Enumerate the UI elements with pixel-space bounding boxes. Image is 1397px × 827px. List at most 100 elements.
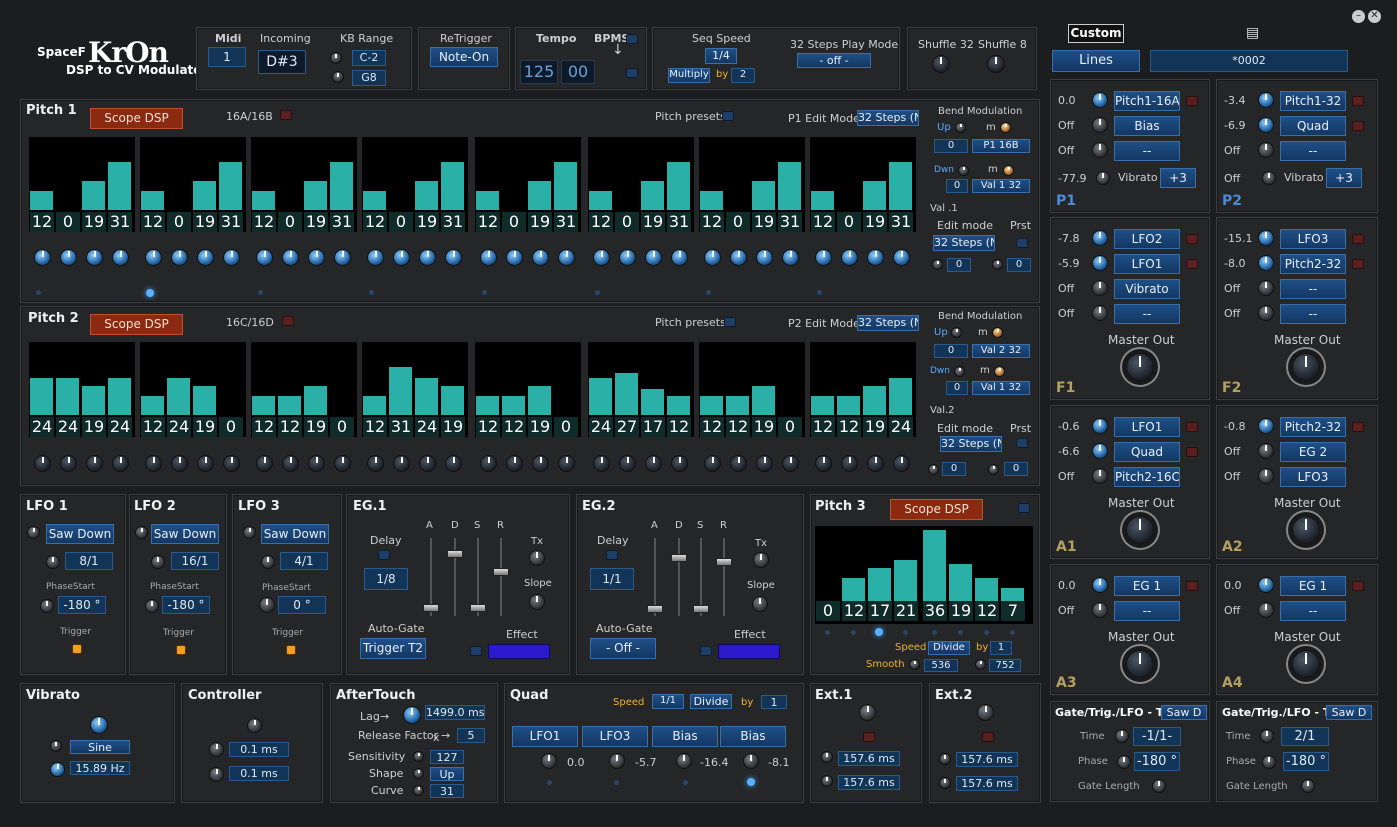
p1-vibrato-knob[interactable]: [1096, 171, 1110, 185]
a2-row-knob[interactable]: [1258, 418, 1274, 434]
pitch1-step-bar[interactable]: [476, 191, 499, 210]
pitch2-step-bar[interactable]: [476, 396, 499, 415]
pitch1-step-knob[interactable]: [506, 249, 523, 266]
gt2-phase-knob[interactable]: [1262, 755, 1276, 769]
pitch1-step-knob[interactable]: [730, 249, 747, 266]
pitch1-step-value[interactable]: 31: [441, 212, 465, 232]
pitch1-up-target[interactable]: P1 16B: [972, 139, 1030, 153]
p1-vibrato-amount[interactable]: +3: [1160, 168, 1196, 188]
p1-row-target[interactable]: Bias: [1114, 116, 1180, 136]
p2-row-knob[interactable]: [1258, 92, 1274, 108]
pitch2-step-value[interactable]: 27: [615, 417, 639, 437]
eg1-slope-knob[interactable]: [529, 594, 545, 610]
pitch2-step-value[interactable]: 19: [863, 417, 887, 437]
pitch2-step-bar[interactable]: [863, 386, 886, 415]
copy-icon[interactable]: ▤: [1246, 25, 1260, 41]
pitch2-v2[interactable]: 0: [1004, 462, 1028, 476]
a4-row-target[interactable]: --: [1280, 601, 1346, 621]
pitch1-step-value[interactable]: 19: [752, 212, 776, 232]
pitch1-up-value[interactable]: 0: [934, 139, 968, 153]
pitch3-smooth2[interactable]: 752: [989, 659, 1021, 672]
pitch1-step-value[interactable]: 19: [863, 212, 887, 232]
pitch1-step-knob[interactable]: [112, 249, 129, 266]
pitch1-step-value[interactable]: 31: [330, 212, 354, 232]
pitch2-dwn-value[interactable]: 0: [946, 381, 968, 395]
pitch1-step-knob[interactable]: [419, 249, 436, 266]
pitch1-step-knob[interactable]: [841, 249, 858, 266]
pitch1-step-value[interactable]: 19: [528, 212, 552, 232]
pitch2-step-bar[interactable]: [167, 378, 190, 415]
gt2-time[interactable]: 2/1: [1281, 727, 1329, 746]
p1-row-target[interactable]: Pitch1-16A: [1114, 91, 1180, 111]
pitch1-step-bar[interactable]: [82, 181, 105, 210]
aftertouch-lag[interactable]: 1499.0 ms: [425, 705, 485, 720]
pitch1-step-value[interactable]: 0: [726, 212, 750, 232]
pitch1-step-value[interactable]: 0: [167, 212, 191, 232]
pitch2-step-knob[interactable]: [223, 455, 240, 472]
f2-row-knob[interactable]: [1258, 255, 1274, 271]
pitch2-step-value[interactable]: 19: [441, 417, 465, 437]
pitch1-step-knob[interactable]: [619, 249, 636, 266]
pitch1-step-value[interactable]: 31: [108, 212, 132, 232]
pitch3-step-value[interactable]: 0: [816, 601, 840, 621]
pitch3-step-value[interactable]: 36: [923, 601, 947, 621]
pitch2-step-knob[interactable]: [34, 455, 51, 472]
pitch2-step-knob[interactable]: [282, 455, 299, 472]
eg2-autogate[interactable]: - Off -: [590, 638, 656, 659]
pitch1-step-knob[interactable]: [282, 249, 299, 266]
pitch2-step-knob[interactable]: [171, 455, 188, 472]
gt2-wave[interactable]: Saw D: [1326, 705, 1372, 720]
pitch1-dwn-target[interactable]: Val 1 32: [972, 179, 1030, 193]
quad-knob-4[interactable]: [743, 753, 759, 769]
f2-master-knob[interactable]: [1292, 353, 1320, 381]
quad-by[interactable]: 1: [761, 695, 787, 709]
f1-row-knob[interactable]: [1092, 305, 1108, 321]
eg2-slope-knob[interactable]: [752, 596, 768, 612]
pitch2-step-value[interactable]: 24: [108, 417, 132, 437]
a1-row-knob[interactable]: [1092, 418, 1108, 434]
pitch2-step-knob[interactable]: [334, 455, 351, 472]
f2-row-knob[interactable]: [1258, 230, 1274, 246]
eg2-tx-knob[interactable]: [753, 552, 769, 568]
custom-button[interactable]: Custom: [1068, 24, 1124, 43]
pitch1-step-bar[interactable]: [528, 181, 551, 210]
pitch2-step-value[interactable]: 17: [641, 417, 665, 437]
a2-row-target[interactable]: Pitch2-32: [1280, 417, 1346, 437]
shuffle8-knob[interactable]: [987, 55, 1005, 73]
lfo3-wave[interactable]: Saw Down: [261, 524, 329, 544]
pitch1-edit-mode[interactable]: 32 Steps (N: [857, 110, 919, 126]
pitch2-step-value[interactable]: 12: [363, 417, 387, 437]
pitch1-step-knob[interactable]: [256, 249, 273, 266]
lfo2-phase[interactable]: -180 °: [162, 596, 210, 614]
pitch2-range-led[interactable]: [282, 316, 294, 326]
pitch2-step-value[interactable]: 31: [389, 417, 413, 437]
pitch3-step-bar[interactable]: [842, 578, 865, 602]
p2-vibrato-knob[interactable]: [1262, 171, 1276, 185]
ext2-knob[interactable]: [977, 704, 994, 721]
a1-row-target[interactable]: LFO1: [1114, 417, 1180, 437]
f1-master-knob[interactable]: [1126, 353, 1154, 381]
pitch3-scope-button[interactable]: Scope DSP: [890, 499, 983, 520]
pitch1-step-value[interactable]: 19: [82, 212, 106, 232]
ext1-v2-knob[interactable]: [821, 775, 833, 787]
pitch1-step-value[interactable]: 0: [837, 212, 861, 232]
pitch1-step-knob[interactable]: [197, 249, 214, 266]
lfo3-phase-knob[interactable]: [259, 597, 275, 613]
pitch2-step-bar[interactable]: [278, 396, 301, 415]
a4-master-knob[interactable]: [1292, 650, 1320, 678]
pitch2-step-knob[interactable]: [841, 455, 858, 472]
playmode-select[interactable]: - off -: [797, 53, 871, 68]
pitch2-step-knob[interactable]: [506, 455, 523, 472]
lfo1-phase-knob[interactable]: [40, 599, 54, 613]
pitch2-step-knob[interactable]: [86, 455, 103, 472]
pitch2-step-bar[interactable]: [108, 378, 131, 415]
p2-row-target[interactable]: Pitch1-32: [1280, 91, 1346, 111]
pitch1-step-bar[interactable]: [667, 162, 690, 210]
pitch2-step-value[interactable]: 12: [837, 417, 861, 437]
aftertouch-shape[interactable]: Up: [430, 767, 464, 781]
f2-row-target[interactable]: --: [1280, 304, 1346, 324]
pitch2-step-value[interactable]: 12: [726, 417, 750, 437]
pitch2-step-knob[interactable]: [197, 455, 214, 472]
quad-knob-1[interactable]: [541, 753, 557, 769]
eg1-delay-toggle[interactable]: [378, 550, 390, 560]
